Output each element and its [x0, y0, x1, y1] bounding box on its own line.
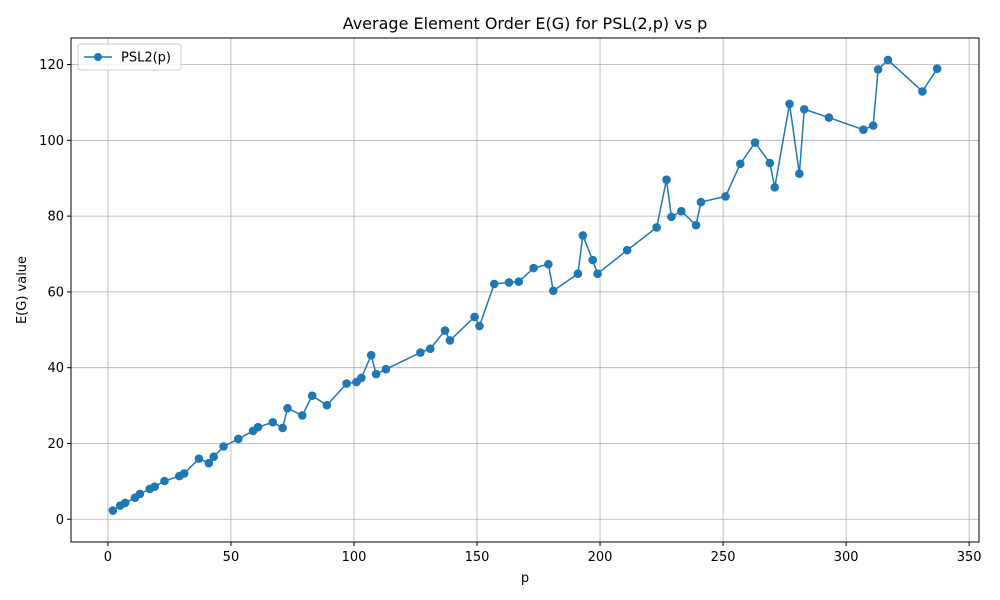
x-tick-label: 0: [104, 550, 112, 565]
data-point: [721, 192, 730, 201]
legend-box: [77, 43, 182, 71]
data-point: [750, 138, 760, 147]
data-point: [160, 476, 169, 486]
data-point: [416, 348, 425, 357]
data-point: [573, 269, 583, 279]
data-point: [120, 498, 130, 508]
data-point: [785, 99, 794, 109]
data-point: [824, 113, 834, 122]
data-point: [268, 417, 278, 427]
data-point: [234, 434, 243, 444]
data-point: [209, 452, 219, 462]
x-axis-label: p: [521, 571, 529, 586]
data-point: [475, 321, 484, 331]
data-point: [425, 344, 435, 354]
data-point: [440, 326, 450, 335]
data-point: [489, 279, 499, 289]
y-tick-label: 80: [47, 210, 64, 225]
series-layer: [108, 55, 942, 515]
data-point: [366, 350, 376, 360]
legend-marker-swatch: [94, 53, 102, 61]
data-point: [371, 369, 381, 379]
data-point: [691, 220, 701, 230]
data-point: [135, 489, 145, 499]
data-point: [357, 373, 366, 383]
data-point: [868, 121, 878, 130]
data-point: [278, 423, 287, 433]
y-axis-label: E(G) value: [15, 256, 30, 324]
data-point: [765, 158, 775, 168]
chart-title: Average Element Order E(G) for PSL(2,p) …: [343, 14, 708, 33]
data-point: [381, 364, 391, 374]
data-point: [108, 506, 118, 515]
data-point: [179, 469, 189, 478]
y-tick-label: 120: [39, 58, 64, 73]
data-point: [770, 183, 780, 192]
data-point: [883, 55, 893, 65]
x-tick-label: 200: [588, 550, 613, 565]
data-point: [548, 286, 558, 296]
data-point: [150, 482, 159, 491]
data-point: [736, 159, 745, 169]
data-point: [470, 312, 479, 322]
data-point: [799, 104, 809, 114]
data-point: [342, 379, 351, 388]
data-point: [593, 269, 602, 279]
data-point: [873, 65, 883, 74]
data-point: [504, 278, 514, 287]
y-tick-label: 20: [47, 437, 64, 452]
data-point: [932, 64, 942, 73]
y-tick-label: 60: [47, 285, 64, 300]
grid: [71, 38, 979, 542]
data-point: [918, 87, 927, 96]
data-point: [662, 175, 671, 185]
y-tick-label: 100: [39, 134, 64, 149]
data-point: [204, 458, 214, 468]
data-point: [253, 422, 263, 432]
data-point: [445, 336, 455, 345]
data-point: [298, 411, 307, 420]
axis-ticks: 0 50 100 150 200 250 300 350 0 20 40 60 80 100 120: [39, 58, 981, 565]
data-point: [795, 169, 804, 178]
data-point: [859, 125, 868, 135]
data-point: [529, 263, 538, 273]
x-tick-label: 250: [711, 550, 736, 565]
data-point: [322, 400, 332, 410]
legend-entry-label: PSL2(p): [121, 51, 171, 66]
data-point: [696, 197, 706, 207]
data-point: [283, 403, 292, 413]
data-point: [514, 277, 524, 286]
data-point: [578, 231, 588, 240]
data-point: [676, 206, 686, 216]
plot-frame: [70, 37, 980, 543]
x-tick-label: 350: [957, 550, 982, 565]
legend: PSL2(p): [77, 43, 182, 71]
data-point: [219, 442, 228, 451]
x-tick-label: 50: [223, 550, 240, 565]
y-tick-label: 40: [47, 361, 64, 376]
x-tick-label: 100: [342, 550, 367, 565]
data-point: [667, 212, 676, 222]
y-tick-label: 0: [56, 513, 64, 528]
data-point: [588, 255, 597, 265]
data-point: [652, 223, 661, 232]
data-point: [307, 391, 317, 401]
data-point: [622, 245, 632, 255]
data-point: [194, 454, 204, 463]
x-tick-label: 150: [465, 550, 490, 565]
data-point: [544, 259, 553, 269]
x-tick-label: 300: [834, 550, 859, 565]
